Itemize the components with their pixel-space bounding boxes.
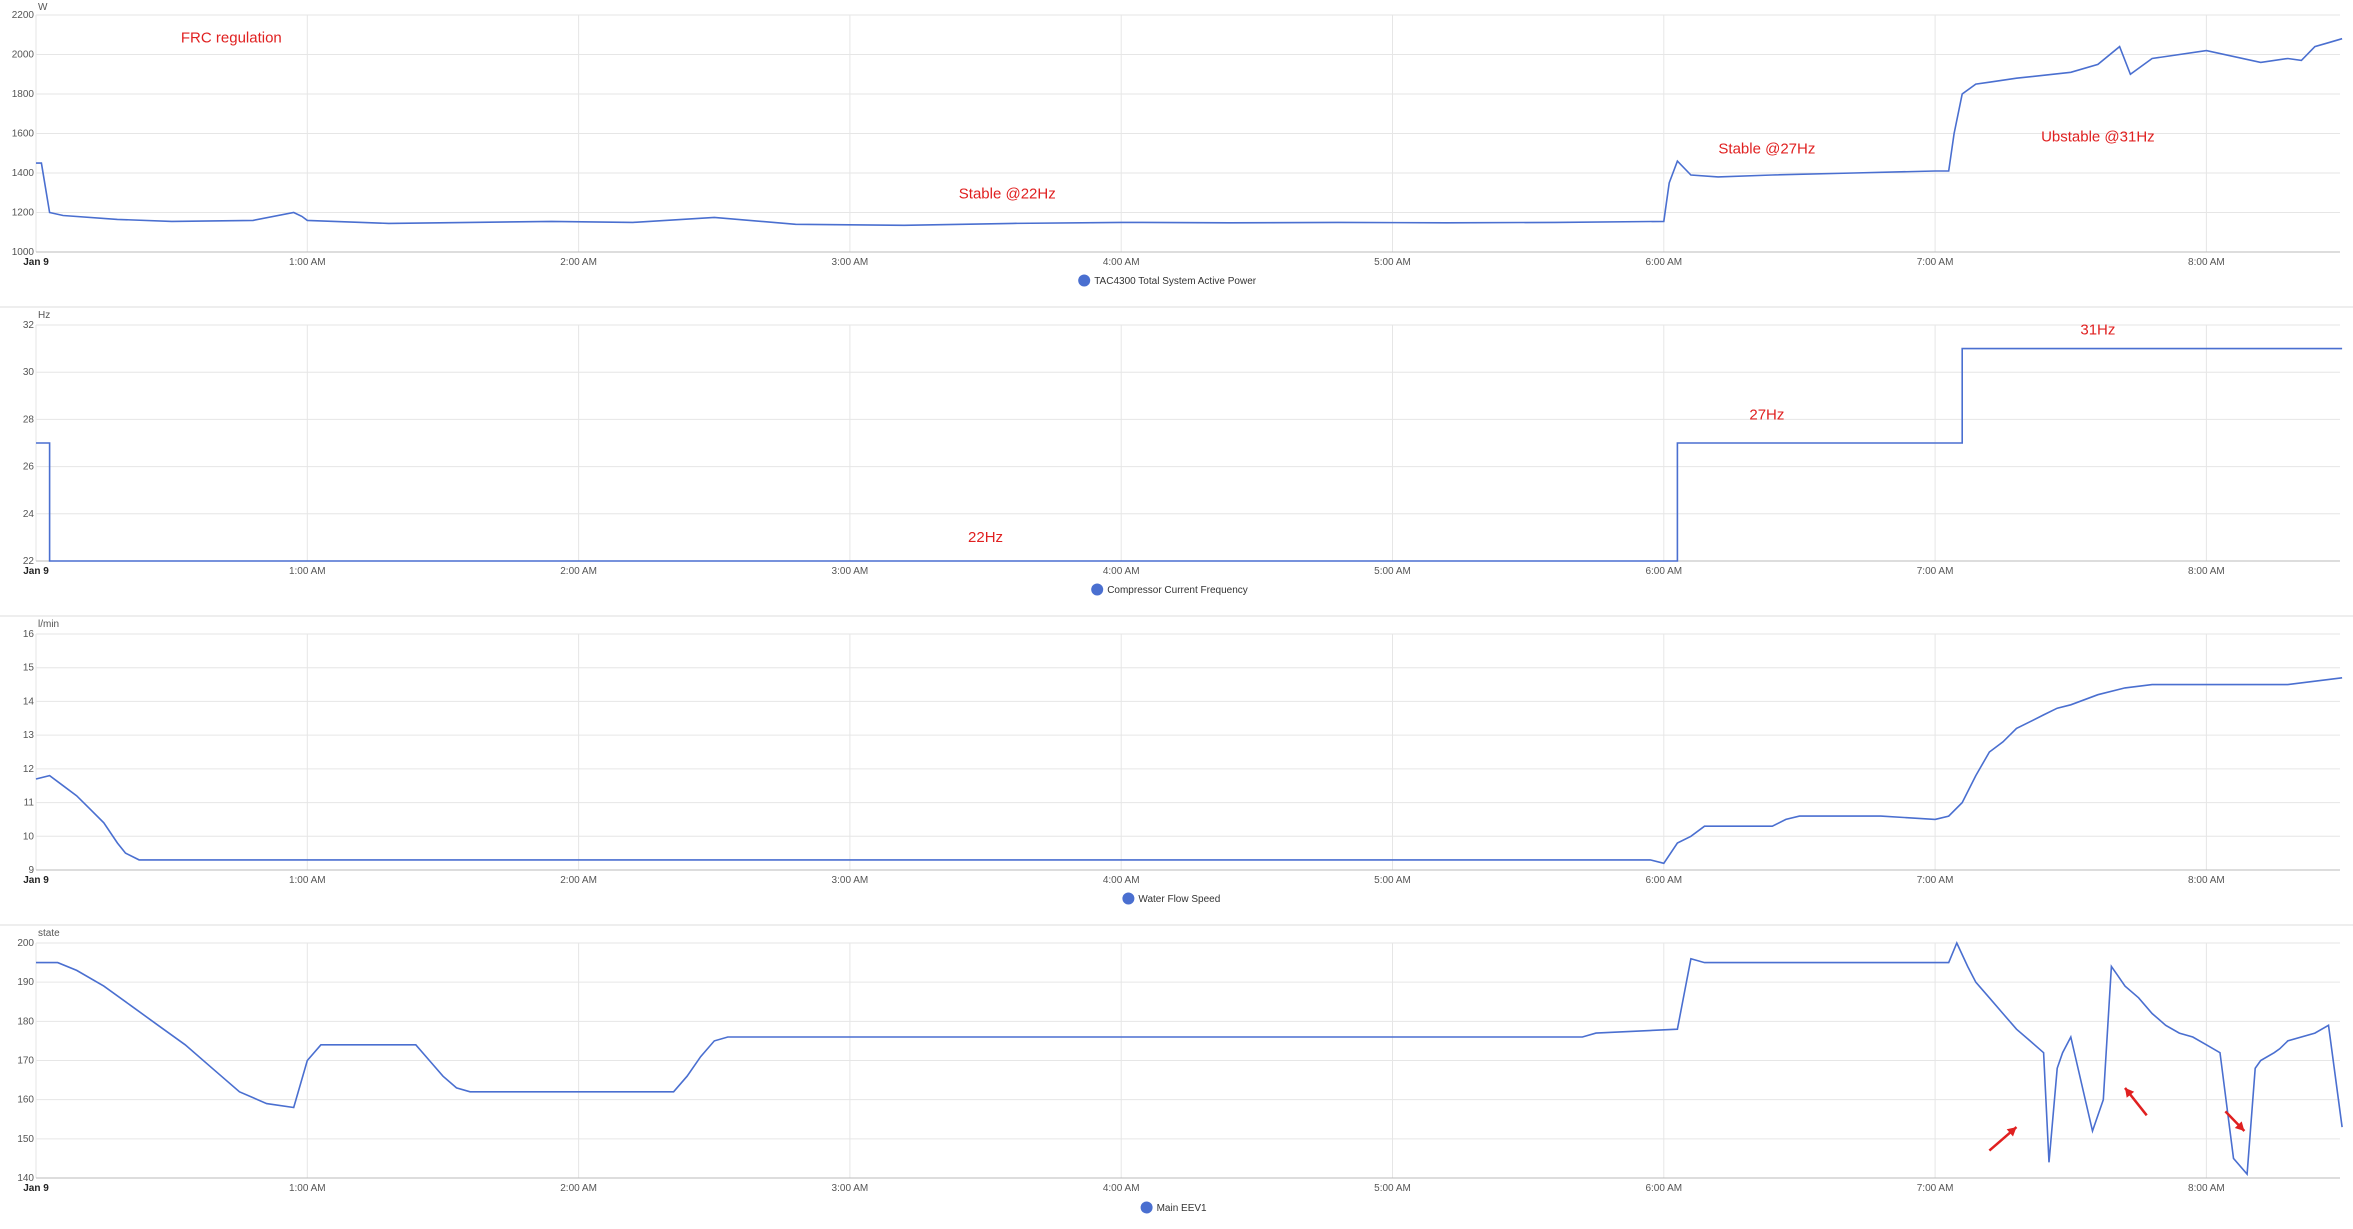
chart-annotation: FRC regulation: [181, 30, 282, 47]
y-tick-label: 11: [24, 798, 35, 809]
y-tick-label: 15: [23, 663, 35, 674]
x-tick-label: 7:00 AM: [1917, 566, 1954, 577]
x-tick-label: Jan 9: [23, 566, 49, 577]
arrow-head: [2125, 1087, 2135, 1098]
x-tick-label: Jan 9: [23, 875, 49, 886]
series-line: [36, 37, 2343, 227]
x-tick-label: 5:00 AM: [1374, 1183, 1411, 1194]
x-tick-label: 3:00 AM: [832, 875, 869, 886]
x-tick-label: 7:00 AM: [1917, 257, 1954, 268]
y-unit-label: W: [38, 2, 48, 13]
y-tick-label: 22: [23, 556, 35, 567]
x-tick-label: 6:00 AM: [1645, 566, 1682, 577]
x-tick-label: 1:00 AM: [289, 257, 326, 268]
x-tick-label: 1:00 AM: [289, 875, 326, 886]
y-tick-label: 1400: [12, 168, 35, 179]
y-tick-label: 1800: [12, 89, 35, 100]
y-unit-label: Hz: [38, 310, 50, 321]
y-tick-label: 200: [17, 938, 34, 949]
x-tick-label: 6:00 AM: [1645, 875, 1682, 886]
x-tick-label: 8:00 AM: [2188, 875, 2225, 886]
x-tick-label: 4:00 AM: [1103, 257, 1140, 268]
legend-label: Compressor Current Frequency: [1107, 585, 1248, 596]
y-tick-label: 170: [17, 1056, 34, 1067]
x-tick-label: 2:00 AM: [560, 875, 597, 886]
y-tick-label: 10: [23, 831, 35, 842]
x-tick-label: 4:00 AM: [1103, 1183, 1140, 1194]
y-tick-label: 150: [17, 1134, 34, 1145]
y-tick-label: 1000: [12, 247, 35, 258]
y-tick-label: 160: [17, 1095, 34, 1106]
y-tick-label: 16: [23, 629, 35, 640]
y-tick-label: 14: [23, 696, 35, 707]
x-tick-label: 5:00 AM: [1374, 257, 1411, 268]
y-tick-label: 1600: [12, 129, 35, 140]
x-tick-label: 2:00 AM: [560, 1183, 597, 1194]
series-line: [36, 347, 2343, 562]
y-tick-label: 140: [17, 1173, 34, 1184]
x-tick-label: 4:00 AM: [1103, 566, 1140, 577]
y-tick-label: 180: [17, 1016, 34, 1027]
x-tick-label: 8:00 AM: [2188, 566, 2225, 577]
y-unit-label: l/min: [38, 619, 59, 630]
x-tick-label: 8:00 AM: [2188, 1183, 2225, 1194]
x-tick-label: 7:00 AM: [1917, 875, 1954, 886]
x-tick-label: 6:00 AM: [1645, 1183, 1682, 1194]
x-tick-label: 4:00 AM: [1103, 875, 1140, 886]
x-tick-label: 1:00 AM: [289, 566, 326, 577]
legend-marker: [1122, 892, 1135, 905]
x-tick-label: Jan 9: [23, 257, 49, 268]
x-tick-label: 2:00 AM: [560, 566, 597, 577]
legend-marker: [1140, 1201, 1153, 1214]
x-tick-label: 1:00 AM: [289, 1183, 326, 1194]
y-tick-label: 12: [23, 764, 35, 775]
y-tick-label: 32: [23, 320, 35, 331]
y-tick-label: 13: [23, 730, 35, 741]
y-tick-label: 9: [28, 865, 34, 876]
x-tick-label: Jan 9: [23, 1183, 49, 1194]
y-tick-label: 30: [23, 367, 35, 378]
y-tick-label: 24: [23, 509, 35, 520]
y-tick-label: 28: [23, 414, 35, 425]
chart-annotation: 22Hz: [968, 529, 1003, 546]
x-tick-label: 5:00 AM: [1374, 875, 1411, 886]
legend-marker: [1091, 583, 1104, 596]
legend-marker: [1078, 274, 1091, 287]
legend-label: Main EEV1: [1157, 1203, 1207, 1214]
x-tick-label: 5:00 AM: [1374, 566, 1411, 577]
chart-annotation: Stable @22Hz: [959, 186, 1056, 203]
y-tick-label: 2200: [12, 10, 35, 21]
x-tick-label: 3:00 AM: [832, 257, 869, 268]
x-tick-label: 3:00 AM: [832, 1183, 869, 1194]
arrow-head: [2234, 1121, 2245, 1131]
legend-label: Water Flow Speed: [1138, 894, 1220, 905]
x-tick-label: 2:00 AM: [560, 257, 597, 268]
y-tick-label: 2000: [12, 50, 35, 61]
chart-annotation: 27Hz: [1749, 406, 1784, 423]
x-tick-label: 3:00 AM: [832, 566, 869, 577]
series-line: [35, 677, 2343, 865]
chart-annotation: Ubstable @31Hz: [2041, 128, 2155, 145]
x-tick-label: 8:00 AM: [2188, 257, 2225, 268]
y-unit-label: state: [38, 928, 60, 939]
y-tick-label: 190: [17, 977, 34, 988]
x-tick-label: 6:00 AM: [1645, 257, 1682, 268]
arrow-head: [2006, 1127, 2017, 1137]
series-line: [36, 941, 2343, 1177]
x-tick-label: 7:00 AM: [1917, 1183, 1954, 1194]
legend-label: TAC4300 Total System Active Power: [1094, 276, 1257, 287]
chart-annotation: 31Hz: [2080, 321, 2115, 338]
chart-annotation: Stable @27Hz: [1718, 140, 1815, 157]
y-tick-label: 1200: [12, 208, 35, 219]
y-tick-label: 26: [23, 462, 35, 473]
